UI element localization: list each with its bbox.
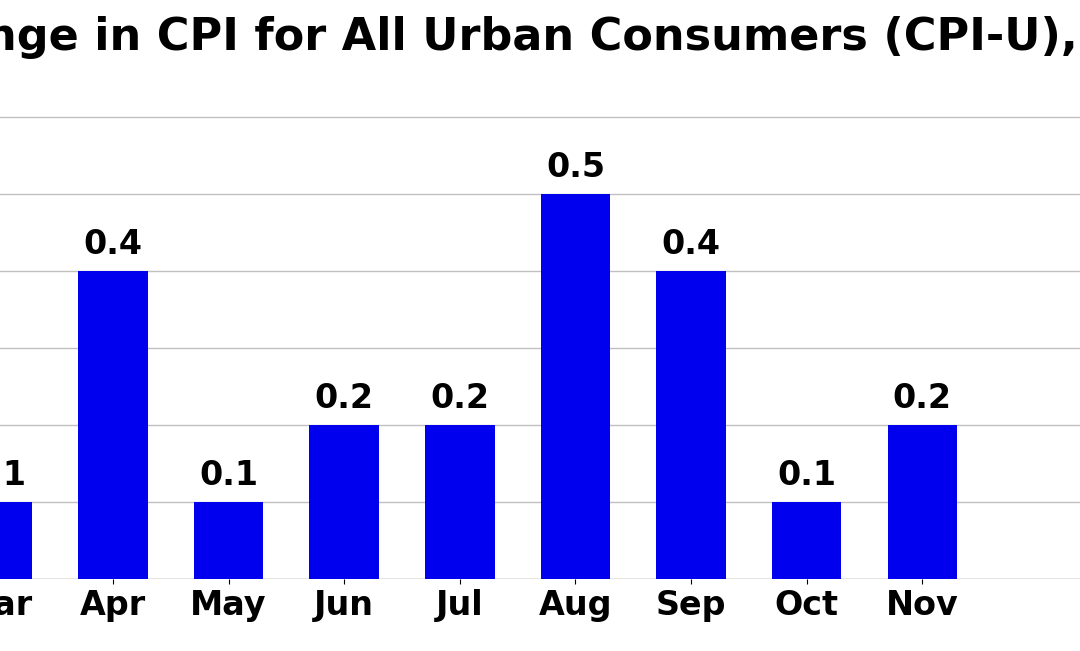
- Bar: [310, 425, 379, 579]
- Text: 0.4: 0.4: [662, 228, 720, 261]
- Text: 0.5: 0.5: [545, 151, 605, 184]
- Text: 0.1: 0.1: [778, 459, 836, 492]
- Bar: [657, 271, 726, 579]
- Bar: [888, 425, 957, 579]
- Bar: [78, 271, 148, 579]
- Bar: [0, 503, 32, 579]
- Text: 0.1: 0.1: [0, 459, 27, 492]
- Text: Percent change in CPI for All Urban Consumers (CPI-U), seasonally adjusted.: Percent change in CPI for All Urban Cons…: [0, 16, 1080, 59]
- Bar: [193, 503, 264, 579]
- Text: 0.1: 0.1: [199, 459, 258, 492]
- Bar: [772, 503, 841, 579]
- Bar: [426, 425, 495, 579]
- Text: 0.2: 0.2: [430, 382, 489, 415]
- Text: 0.4: 0.4: [83, 228, 143, 261]
- Bar: [541, 194, 610, 579]
- Text: 0.2: 0.2: [893, 382, 951, 415]
- Text: 0.2: 0.2: [314, 382, 374, 415]
